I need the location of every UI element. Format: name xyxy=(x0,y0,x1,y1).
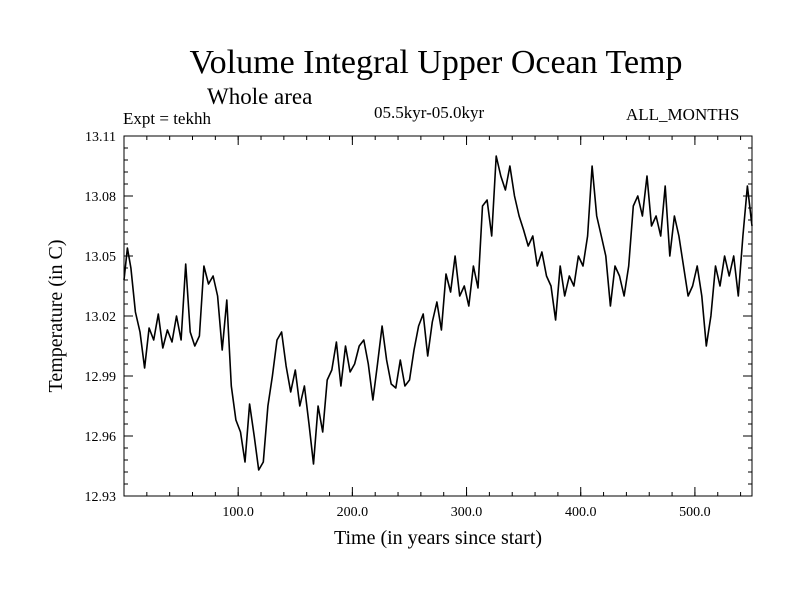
months-label: ALL_MONTHS xyxy=(626,105,740,124)
y-axis-title: Temperature (in C) xyxy=(45,240,67,393)
plot-frame xyxy=(123,135,753,497)
y-tick-label: 12.96 xyxy=(85,430,117,445)
y-tick-label: 12.99 xyxy=(85,370,117,385)
y-tick-label: 13.11 xyxy=(85,130,116,145)
tick-labels: 100.0 200.0 300.0 400.0 500.0 12.93 12.96 12.99… xyxy=(85,130,711,520)
period-label: 05.5kyr-05.0kyr xyxy=(374,103,485,122)
chart-subtitle: Whole area xyxy=(207,84,313,109)
x-axis-title: Time (in years since start) xyxy=(334,527,542,549)
x-tick-label: 400.0 xyxy=(565,505,597,520)
tick-marks xyxy=(124,135,752,497)
y-tick-label: 13.02 xyxy=(85,310,117,325)
x-tick-label: 300.0 xyxy=(451,505,483,520)
x-tick-label: 500.0 xyxy=(679,505,711,520)
y-tick-label: 12.93 xyxy=(85,490,117,505)
series-line xyxy=(123,155,753,471)
chart-title: Volume Integral Upper Ocean Temp xyxy=(189,44,683,81)
y-tick-label: 13.05 xyxy=(85,250,117,265)
x-tick-label: 200.0 xyxy=(337,505,369,520)
experiment-label: Expt = tekhh xyxy=(123,109,211,128)
x-tick-label: 100.0 xyxy=(222,505,254,520)
y-tick-label: 13.08 xyxy=(85,190,117,205)
